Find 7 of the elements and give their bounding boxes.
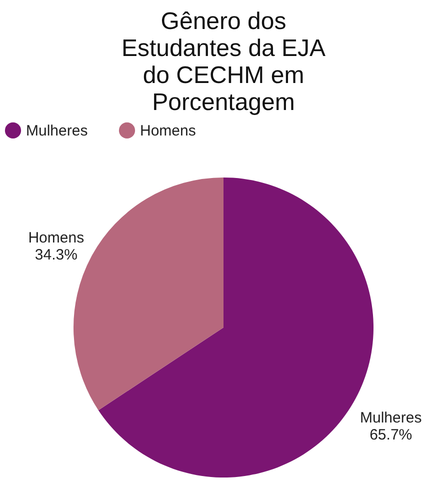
- data-label: 65.7%: [370, 426, 412, 444]
- slice-label: Homens: [28, 230, 84, 247]
- legend-label: Mulheres: [26, 122, 88, 140]
- slice-label: Mulheres: [360, 409, 422, 426]
- data-label: 34.3%: [34, 246, 78, 264]
- chart-title: Gênero dos Estudantes da EJA do CECHM em Porcentagem: [121, 8, 326, 116]
- legend-label: Homens: [140, 122, 196, 140]
